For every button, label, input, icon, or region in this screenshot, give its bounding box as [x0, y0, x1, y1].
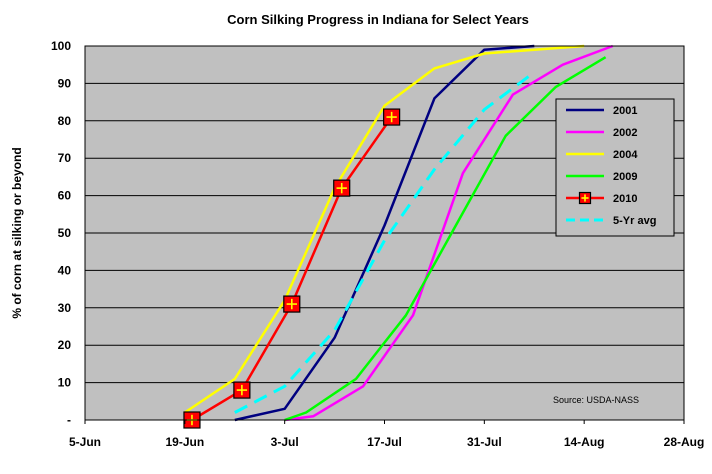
legend: 2001 2002 2004 2009 2010 5-Yr avg: [555, 98, 675, 237]
y-tick-labels: - 10 20 30 40 50 60 70 80 90 100: [51, 39, 71, 427]
series-line-2001: [234, 44, 535, 422]
x-tick-label: 31-Jul: [467, 435, 502, 449]
x-tick-label: 14-Aug: [564, 435, 605, 449]
x-tick-label: 28-Aug: [664, 435, 705, 449]
series-layer: [183, 44, 614, 429]
series-line-5-yr-avg: [234, 70, 536, 414]
legend-label: 2001: [613, 105, 637, 117]
y-tick-label: 20: [58, 338, 72, 352]
legend-label: 2002: [613, 127, 637, 139]
series-line-2002: [284, 44, 614, 422]
x-tick-label: 19-Jun: [165, 435, 204, 449]
legend-label: 2004: [613, 149, 638, 161]
x-tick-labels: 5-Jun 19-Jun 3-Jul 17-Jul 31-Jul 14-Aug 28-Aug: [69, 420, 704, 449]
series-line-2004: [184, 44, 585, 414]
y-tick-label: 90: [58, 76, 72, 90]
legend-label: 5-Yr avg: [613, 215, 656, 227]
series-line-2009: [284, 56, 607, 422]
legend-label: 2009: [613, 171, 637, 183]
y-tick-label: 50: [58, 226, 72, 240]
y-tick-label: 70: [58, 151, 72, 165]
y-tick-label: 60: [58, 189, 72, 203]
x-tick-label: 5-Jun: [69, 435, 101, 449]
legend-label: 2010: [613, 193, 637, 205]
y-tick-label: 10: [58, 376, 72, 390]
y-tick-label: 40: [58, 263, 72, 277]
y-tick-label: -: [67, 413, 71, 427]
x-tick-label: 17-Jul: [367, 435, 402, 449]
chart-title: Corn Silking Progress in Indiana for Sel…: [227, 12, 529, 27]
x-tick-label: 3-Jul: [271, 435, 299, 449]
source-note: Source: USDA-NASS: [553, 395, 639, 405]
y-axis-label: % of corn at silking or beyond: [10, 147, 24, 318]
y-tick-label: 30: [58, 301, 72, 315]
y-tick-label: 100: [51, 39, 71, 53]
legend-box: [555, 98, 675, 237]
y-tick-label: 80: [58, 114, 72, 128]
